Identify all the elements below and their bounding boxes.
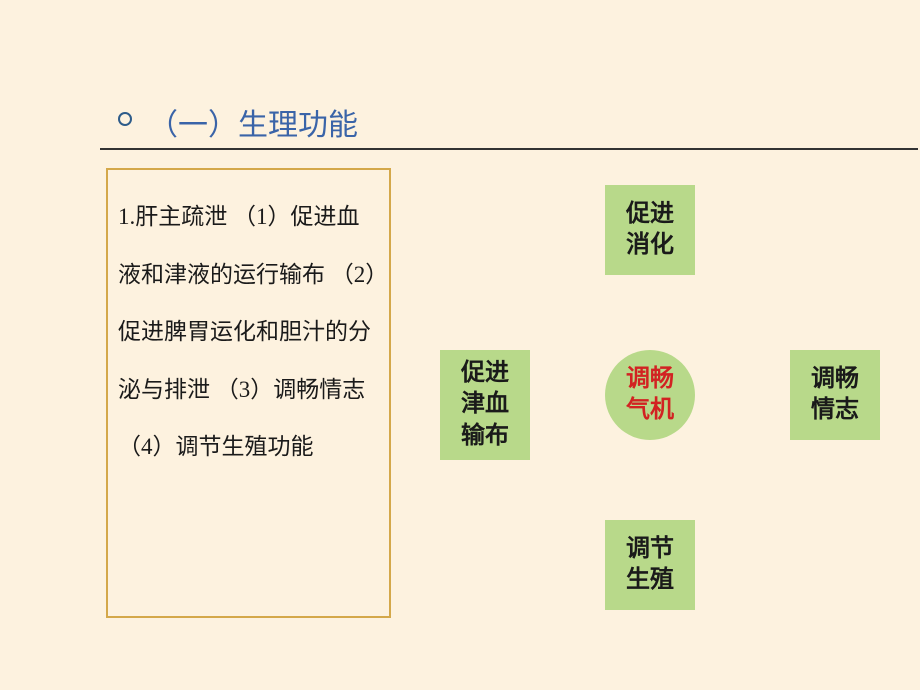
node-right: 调畅 情志 [790, 350, 880, 440]
page-title: （一）生理功能 [148, 100, 358, 144]
content-textbox: 1.肝主疏泄 （1）促进血液和津液的运行输布 （2）促进脾胃运化和胆汁的分泌与排… [106, 168, 391, 618]
node-bottom: 调节 生殖 [605, 520, 695, 610]
bullet-icon [118, 112, 132, 126]
node-left: 促进 津血 输布 [440, 350, 530, 460]
divider [100, 148, 918, 150]
center-label: 调畅 气机 [605, 350, 695, 440]
node-top: 促进 消化 [605, 185, 695, 275]
node-center: 调畅 气机 [605, 350, 695, 440]
